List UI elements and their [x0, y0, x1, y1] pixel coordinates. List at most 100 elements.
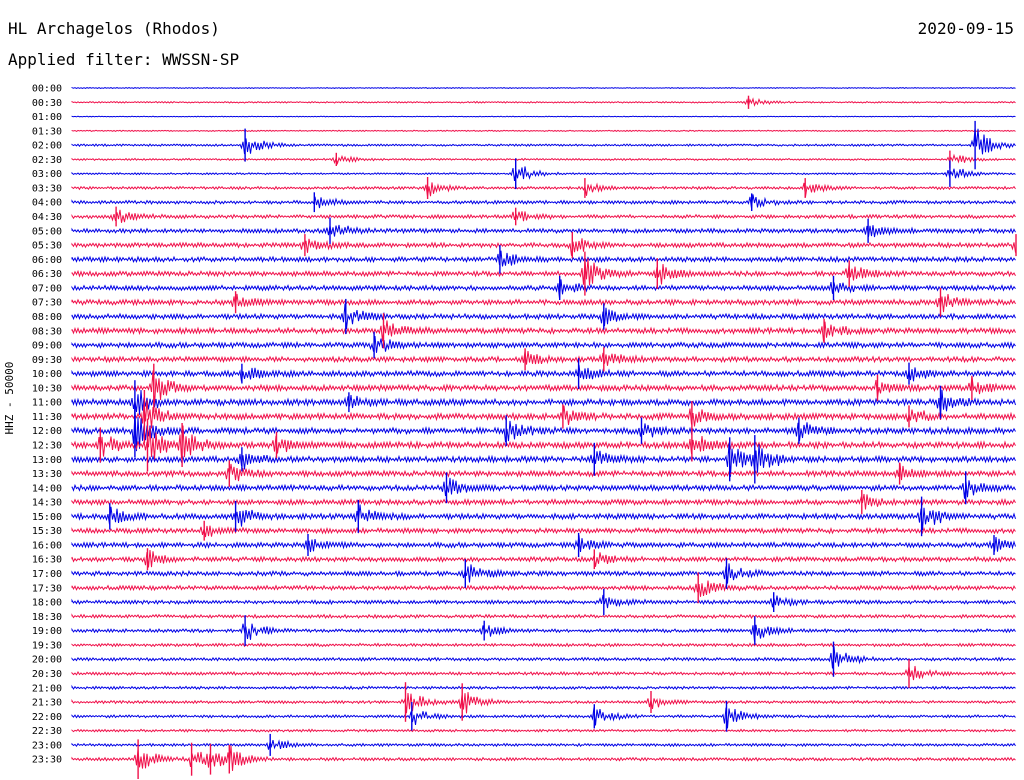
- row-time-label: 02:00: [32, 141, 62, 152]
- row-time-label: 05:00: [32, 226, 62, 237]
- trace-line: [71, 166, 1016, 181]
- row-time-label: 16:00: [32, 540, 62, 551]
- row-time-label: 05:30: [32, 241, 62, 252]
- trace-line: [71, 493, 1016, 510]
- trace-line: [71, 665, 1016, 681]
- trace-line: [71, 129, 1016, 133]
- row-time-label: 06:00: [32, 255, 62, 266]
- row-time-label: 20:00: [32, 655, 62, 666]
- trace-line: [71, 594, 1016, 609]
- row-time-label: 00:30: [32, 98, 62, 109]
- trace-line: [71, 293, 1016, 313]
- station-title: HL Archagelos (Rhodos): [8, 19, 220, 38]
- row-time-label: 09:00: [32, 341, 62, 352]
- trace-line: [71, 336, 1016, 353]
- trace-line: [71, 707, 1016, 729]
- trace-line: [71, 389, 1016, 417]
- row-time-label: 19:30: [32, 640, 62, 651]
- row-time-label: 20:30: [32, 669, 62, 680]
- row-time-label: 22:30: [32, 726, 62, 737]
- trace-line: [71, 320, 1016, 342]
- row-time-label: 03:00: [32, 169, 62, 180]
- trace-line: [71, 525, 1016, 538]
- trace-line: [71, 303, 1016, 330]
- date-label: 2020-09-15: [917, 19, 1014, 38]
- trace-line: [71, 250, 1016, 267]
- trace-line: [71, 550, 1016, 568]
- trace-line: [71, 477, 1016, 499]
- trace-line: [71, 182, 1016, 197]
- row-time-label: 08:30: [32, 326, 62, 337]
- trace-line: [71, 279, 1016, 299]
- trace-line: [71, 364, 1016, 382]
- trace-line: [71, 370, 1016, 408]
- row-time-label: 15:00: [32, 512, 62, 523]
- filter-label: Applied filter: WWSSN-SP: [8, 50, 240, 69]
- row-time-label: 23:30: [32, 755, 62, 766]
- row-time-label: 18:30: [32, 612, 62, 623]
- row-time-label: 17:30: [32, 583, 62, 594]
- traces: [71, 87, 1016, 771]
- row-time-label: 10:30: [32, 383, 62, 394]
- row-time-label: 19:00: [32, 626, 62, 637]
- row-time-label: 14:00: [32, 483, 62, 494]
- row-time-label: 18:00: [32, 598, 62, 609]
- row-time-label: 13:00: [32, 455, 62, 466]
- time-labels: 00:00 00:30 01:00 01:30 02:00 02:30 03:00 03:30…: [32, 84, 62, 766]
- row-time-label: 06:30: [32, 269, 62, 280]
- trace-line: [71, 504, 1016, 531]
- trace-line: [71, 350, 1016, 366]
- row-time-label: 12:30: [32, 441, 62, 452]
- trace-line: [71, 739, 1016, 750]
- row-time-label: 07:00: [32, 283, 62, 294]
- row-time-label: 14:30: [32, 498, 62, 509]
- trace-line: [71, 463, 1016, 482]
- row-time-label: 08:00: [32, 312, 62, 323]
- trace-line: [71, 258, 1016, 286]
- trace-line: [71, 580, 1016, 597]
- trace-line: [71, 97, 1016, 108]
- row-time-label: 02:30: [32, 155, 62, 166]
- trace-line: [71, 194, 1016, 209]
- trace-line: [71, 745, 1016, 771]
- trace-line: [71, 400, 1016, 429]
- row-time-label: 03:30: [32, 183, 62, 194]
- trace-line: [71, 238, 1016, 256]
- trace-line: [71, 153, 1016, 166]
- trace-line: [71, 87, 1016, 89]
- row-time-label: 01:00: [32, 112, 62, 123]
- row-time-label: 15:30: [32, 526, 62, 537]
- row-time-label: 11:30: [32, 412, 62, 423]
- row-time-label: 07:30: [32, 298, 62, 309]
- trace-line: [71, 535, 1016, 553]
- row-time-label: 21:30: [32, 698, 62, 709]
- row-time-label: 17:00: [32, 569, 62, 580]
- trace-line: [71, 115, 1016, 118]
- trace-line: [71, 692, 1016, 714]
- row-time-label: 23:00: [32, 740, 62, 751]
- row-time-label: 04:00: [32, 198, 62, 209]
- trace-line: [71, 728, 1016, 733]
- trace-line: [71, 623, 1016, 642]
- row-time-label: 01:30: [32, 126, 62, 137]
- trace-line: [71, 646, 1016, 669]
- row-time-label: 22:00: [32, 712, 62, 723]
- trace-line: [71, 642, 1016, 648]
- trace-line: [71, 563, 1016, 584]
- row-time-label: 16:30: [32, 555, 62, 566]
- trace-line: [71, 425, 1016, 460]
- trace-line: [71, 209, 1016, 223]
- trace-line: [71, 443, 1016, 477]
- trace-line: [71, 613, 1016, 620]
- trace-line: [71, 684, 1016, 691]
- trace-line: [71, 411, 1016, 452]
- row-time-label: 13:30: [32, 469, 62, 480]
- row-time-label: 00:00: [32, 84, 62, 95]
- trace-line: [71, 224, 1016, 238]
- events: [99, 95, 1017, 779]
- row-time-label: 12:00: [32, 426, 62, 437]
- row-time-label: 09:30: [32, 355, 62, 366]
- trace-line: [71, 128, 1016, 155]
- row-time-label: 21:00: [32, 683, 62, 694]
